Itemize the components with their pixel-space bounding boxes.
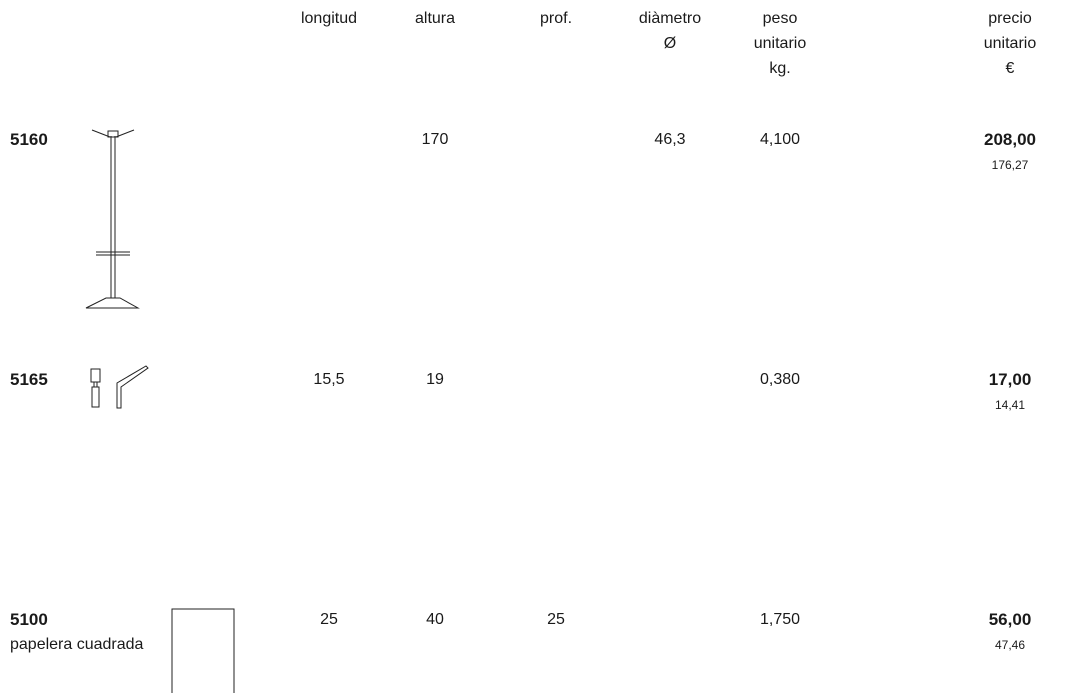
cell: 25 (547, 611, 565, 628)
unit-price: 208,00 (984, 130, 1036, 149)
cell: 1,750 (759, 611, 801, 628)
column-header: prof. (539, 10, 573, 27)
net-price: 176,27 (991, 158, 1029, 172)
column-header: altura (414, 10, 456, 27)
cell: 4,100 (759, 131, 801, 148)
net-price: 47,46 (994, 638, 1026, 652)
column-header: precio (988, 10, 1032, 27)
cell: 0,380 (759, 371, 801, 388)
unit-price: 56,00 (988, 610, 1032, 629)
bin-icon (171, 608, 235, 693)
net-price: 14,41 (994, 398, 1026, 412)
item-code: 5165 (10, 370, 48, 389)
column-header: diàmetro (638, 10, 702, 27)
coat-stand-icon (85, 129, 140, 309)
column-header: peso (762, 10, 798, 27)
cell: 40 (426, 611, 444, 628)
column-header: kg. (769, 60, 791, 77)
column-header: Ø (663, 35, 677, 52)
cell: 46,3 (654, 131, 686, 148)
item-code: 5160 (10, 130, 48, 149)
column-header: unitario (983, 35, 1037, 52)
unit-price: 17,00 (988, 370, 1032, 389)
hook-icon (90, 365, 149, 409)
cell: 170 (421, 131, 449, 148)
item-name: papelera cuadrada (10, 636, 144, 653)
column-header: longitud (300, 10, 358, 27)
cell: 25 (320, 611, 338, 628)
item-code: 5100 (10, 610, 48, 629)
cell: 19 (426, 371, 444, 388)
column-header: unitario (753, 35, 807, 52)
column-header: € (1005, 60, 1015, 77)
cell: 15,5 (313, 371, 345, 388)
